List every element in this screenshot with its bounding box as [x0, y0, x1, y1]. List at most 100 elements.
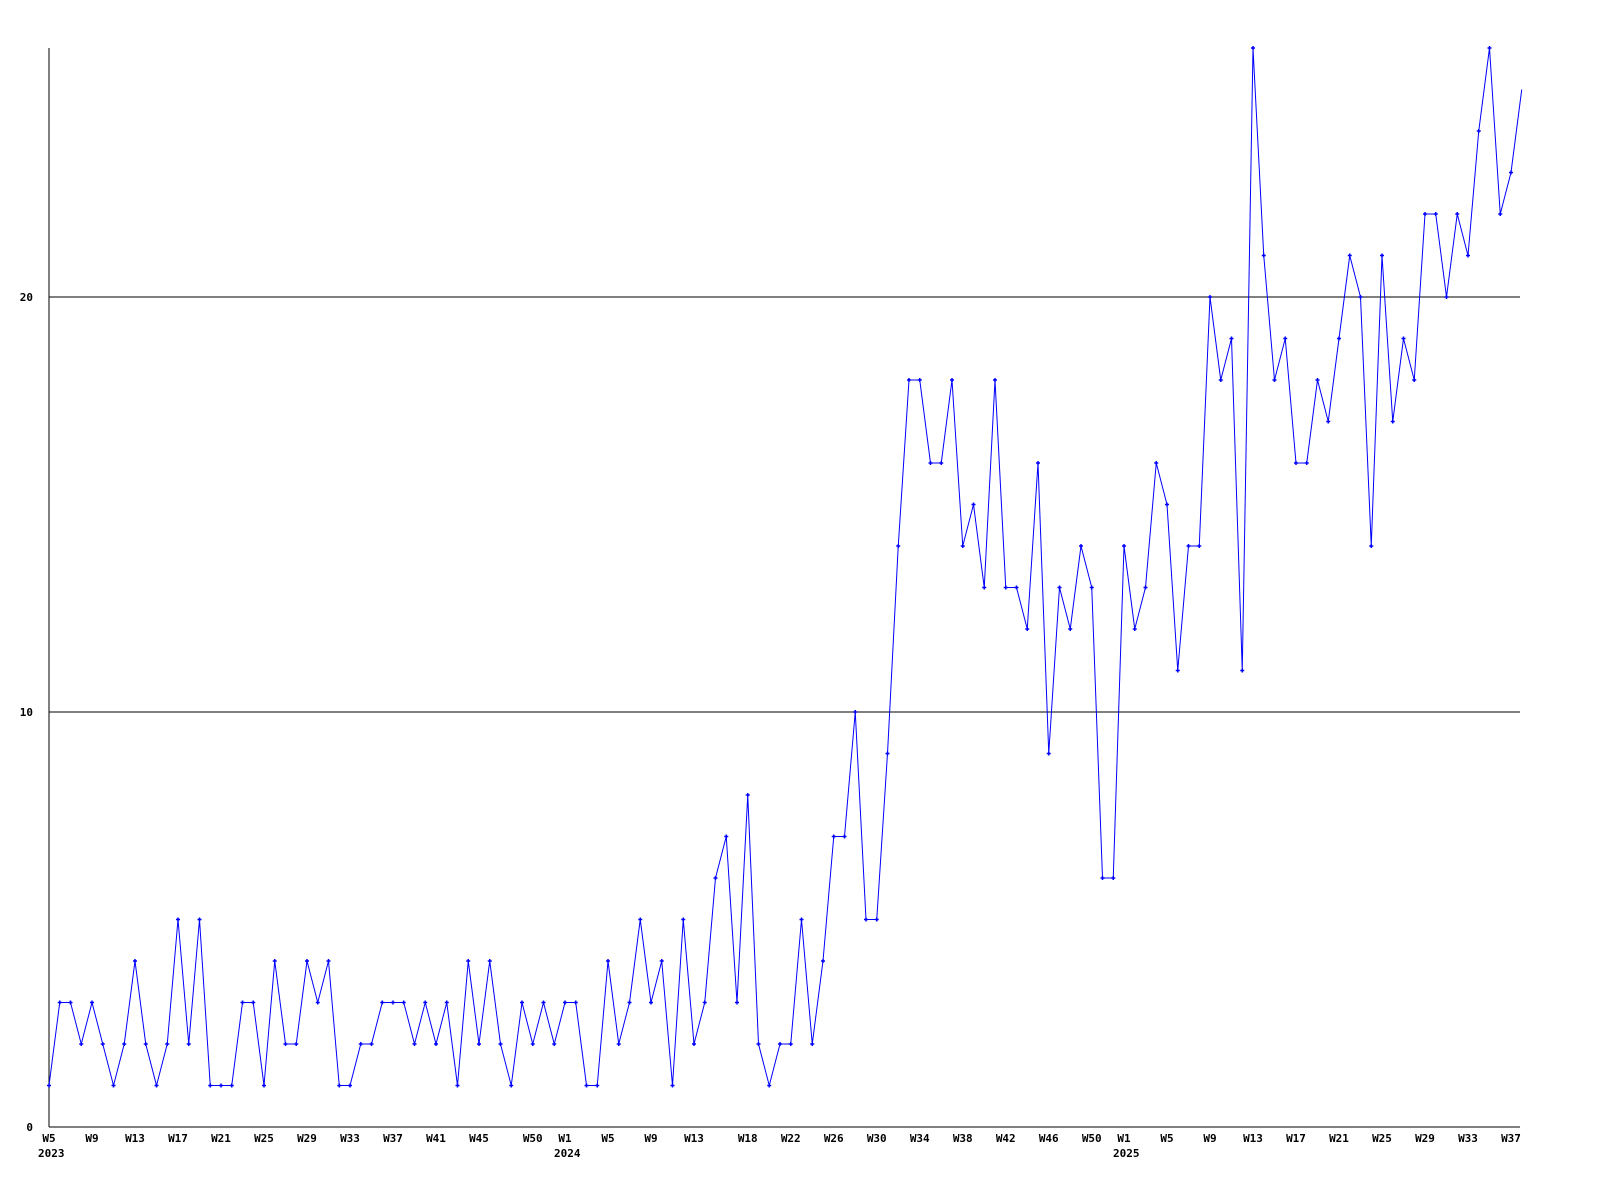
x-year-label: 2024	[554, 1147, 581, 1160]
data-point	[1122, 544, 1126, 548]
data-point	[294, 1042, 299, 1046]
data-point	[79, 1042, 84, 1046]
data-point	[1229, 336, 1234, 341]
x-tick-label: W37	[1501, 1132, 1521, 1145]
data-point	[520, 1000, 524, 1005]
data-point	[1079, 544, 1083, 548]
data-point	[498, 1042, 503, 1046]
data-point	[627, 1000, 632, 1005]
data-point	[423, 1000, 428, 1005]
data-point	[133, 959, 137, 963]
x-tick-label: W34	[910, 1132, 930, 1145]
x-tick-label: W13	[125, 1132, 145, 1145]
data-point	[219, 1083, 223, 1088]
data-point	[810, 1042, 815, 1046]
data-point	[1455, 212, 1460, 216]
data-point	[176, 917, 180, 922]
data-point	[971, 502, 976, 507]
data-point	[831, 834, 836, 839]
x-tick-label: W13	[1243, 1132, 1263, 1145]
data-point	[1132, 627, 1137, 631]
x-tick-label: W26	[824, 1132, 844, 1145]
data-point	[541, 1000, 546, 1005]
data-point	[960, 544, 965, 548]
x-tick-label: W41	[426, 1132, 446, 1145]
y-tick-label: 10	[20, 706, 33, 719]
data-point	[262, 1083, 266, 1088]
x-year-label: 2025	[1113, 1147, 1140, 1160]
data-point	[885, 751, 890, 756]
data-point	[853, 710, 858, 714]
x-tick-label: W29	[297, 1132, 317, 1145]
data-point	[1111, 876, 1116, 880]
data-point	[272, 959, 277, 963]
data-point	[756, 1042, 761, 1046]
series-line	[48, 47, 1523, 1088]
data-point	[702, 1000, 707, 1005]
data-point	[552, 1042, 557, 1046]
data-point	[369, 1042, 374, 1046]
data-point	[1466, 253, 1470, 258]
data-point	[1218, 378, 1223, 382]
data-point	[1165, 502, 1169, 507]
data-point	[670, 1083, 675, 1088]
data-point	[595, 1083, 600, 1088]
data-point	[401, 1000, 406, 1005]
data-point	[154, 1083, 159, 1088]
data-point	[842, 834, 847, 839]
data-point	[1261, 253, 1266, 258]
data-point	[68, 1000, 73, 1005]
data-point	[530, 1042, 535, 1046]
x-tick-label: W50	[1082, 1132, 1102, 1145]
data-point	[143, 1042, 148, 1046]
data-point	[745, 793, 750, 797]
data-point	[1433, 212, 1438, 216]
data-point	[90, 1000, 94, 1005]
x-tick-label: W5	[601, 1132, 614, 1145]
x-tick-label: W9	[644, 1132, 657, 1145]
x-tick-label: W29	[1415, 1132, 1435, 1145]
data-point	[1251, 46, 1255, 50]
grid-lines	[49, 296, 1520, 713]
data-point	[455, 1083, 460, 1088]
data-point	[821, 959, 825, 963]
x-tick-label: W5	[42, 1132, 55, 1145]
data-point	[1197, 544, 1202, 548]
x-tick-labels: W5 2023 W9 W13 W17 W21 W25 W29 W33 W37 W41 W45 W50 W1…	[38, 1132, 1521, 1160]
data-point	[240, 1000, 245, 1005]
data-point	[487, 959, 492, 963]
data-point	[1412, 378, 1417, 382]
data-point	[1401, 336, 1406, 341]
data-point	[799, 917, 804, 922]
x-tick-label: W1	[1117, 1132, 1131, 1145]
x-tick-label: W33	[1458, 1132, 1478, 1145]
data-point	[681, 917, 686, 922]
data-point	[1369, 544, 1374, 548]
data-point	[348, 1083, 352, 1088]
data-point	[767, 1083, 772, 1088]
x-tick-label: W25	[254, 1132, 274, 1145]
x-tick-label: W33	[340, 1132, 360, 1145]
data-point	[735, 1000, 739, 1005]
data-point	[713, 876, 718, 880]
data-point	[111, 1083, 116, 1088]
data-point	[509, 1083, 514, 1088]
data-point	[1014, 585, 1019, 590]
x-tick-label: W45	[469, 1132, 489, 1145]
data-point	[229, 1083, 234, 1088]
data-point	[326, 959, 331, 963]
data-point	[993, 378, 997, 382]
data-point	[778, 1042, 782, 1046]
data-point	[950, 378, 954, 382]
data-point	[251, 1000, 256, 1005]
data-point	[939, 461, 944, 465]
x-tick-label: W22	[781, 1132, 801, 1145]
data-point	[1326, 419, 1331, 424]
data-point	[57, 1000, 62, 1005]
data-point	[1315, 378, 1320, 382]
data-point	[315, 1000, 320, 1005]
data-point	[1509, 170, 1513, 175]
x-tick-label: W46	[1039, 1132, 1059, 1145]
x-tick-label: W18	[738, 1132, 758, 1145]
data-point	[1143, 585, 1148, 590]
